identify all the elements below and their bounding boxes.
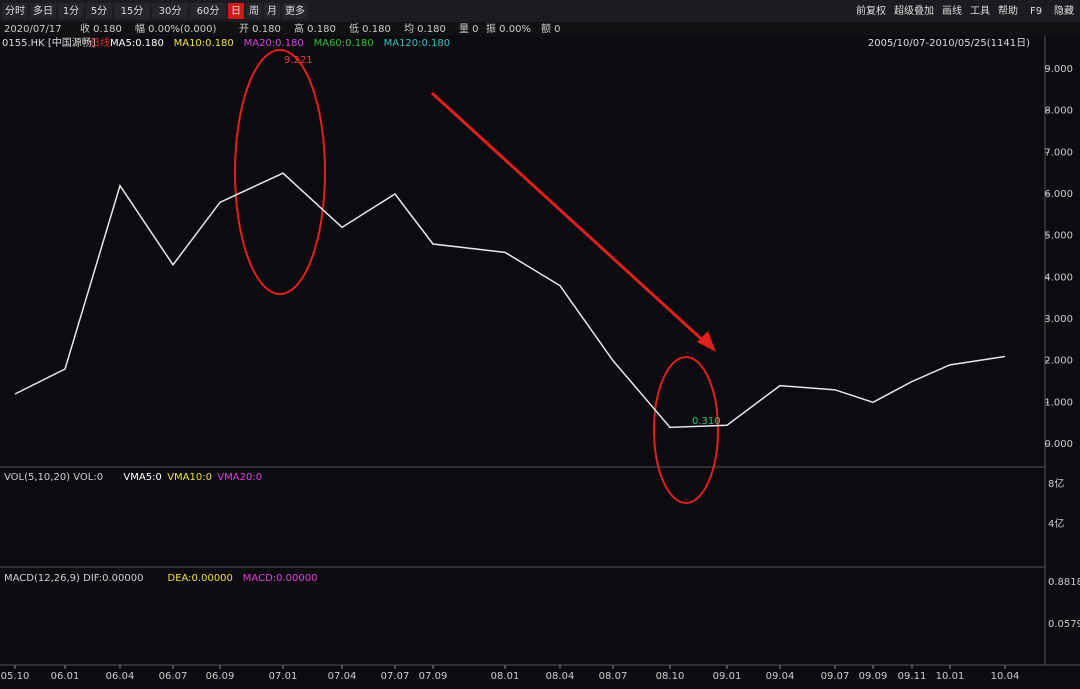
tab-label[interactable]: 多日 xyxy=(33,4,53,17)
x-tick-label: 07.01 xyxy=(269,671,298,682)
y-tick-label: 6.000 xyxy=(1044,189,1073,200)
y-tick-label: 9.000 xyxy=(1044,64,1073,75)
y-tick-label: 7.000 xyxy=(1044,147,1073,158)
info-item: 收 0.180 xyxy=(80,22,122,35)
info-item: 量 0 xyxy=(459,23,479,35)
toolbar-button[interactable]: 超级叠加 xyxy=(894,4,934,17)
trend-arrow xyxy=(430,91,710,347)
ma-legend: MA5:0.180 xyxy=(110,38,164,49)
tab-label[interactable]: 5分 xyxy=(91,5,107,17)
info-item: 振 0.00% xyxy=(486,22,531,35)
price-annotation: 9.221 xyxy=(284,55,313,66)
annotation-circle xyxy=(234,49,326,295)
x-tick-label: 10.04 xyxy=(991,671,1020,682)
macd-legend: MACD:0.00000 xyxy=(243,573,318,584)
volume-legend: VMA10:0 xyxy=(167,472,212,483)
macd-legend: DEA:0.00000 xyxy=(168,573,233,584)
tab[interactable] xyxy=(190,3,226,19)
x-tick-label: 09.07 xyxy=(821,671,850,682)
x-tick-label: 09.09 xyxy=(859,671,888,682)
x-tick-label: 05.10 xyxy=(1,671,30,682)
tab[interactable] xyxy=(282,3,308,19)
y-tick-label: 2.000 xyxy=(1044,356,1073,367)
tab-label[interactable]: 月 xyxy=(267,5,277,17)
tab-label[interactable]: 更多 xyxy=(285,4,305,17)
x-tick-label: 07.09 xyxy=(419,671,448,682)
x-tick-label: 07.04 xyxy=(328,671,357,682)
tab[interactable] xyxy=(228,3,244,19)
info-item: 幅 0.00%(0.000) xyxy=(135,22,216,35)
ma-legend: MA120:0.180 xyxy=(384,38,451,49)
macd-legend: MACD(12,26,9) DIF:0.00000 xyxy=(4,573,143,584)
volume-legend: VMA5:0 xyxy=(123,472,161,483)
x-tick-label: 06.09 xyxy=(206,671,235,682)
y-tick-label: 3.000 xyxy=(1044,314,1073,325)
info-item: 2020/07/17 xyxy=(4,24,62,35)
x-tick-label: 09.04 xyxy=(766,671,795,682)
toolbar-button[interactable]: 画线 xyxy=(942,4,962,17)
info-item: 开 0.180 xyxy=(239,24,281,35)
toolbar-button[interactable]: 隐藏 xyxy=(1054,5,1074,17)
info-item: 额 0 xyxy=(541,22,561,35)
macd-tick: 0.88183 xyxy=(1048,577,1080,588)
x-tick-label: 06.07 xyxy=(159,671,188,682)
info-bg xyxy=(0,22,1080,36)
toolbar-button[interactable]: F9 xyxy=(1030,6,1042,17)
tab[interactable] xyxy=(86,3,112,19)
x-tick-label: 07.07 xyxy=(381,671,410,682)
x-tick-label: 08.10 xyxy=(656,671,685,682)
y-tick-label: 4.000 xyxy=(1044,272,1073,283)
y-tick-label: 8.000 xyxy=(1044,106,1073,117)
toolbar-button[interactable]: 前复权 xyxy=(856,4,886,17)
info-item: 低 0.180 xyxy=(349,22,391,35)
tab-label[interactable]: 周 xyxy=(249,5,259,17)
period: 日线 xyxy=(90,36,110,49)
tab[interactable] xyxy=(30,3,56,19)
date-range: 2005/10/07-2010/05/25(1141日) xyxy=(868,38,1030,49)
x-tick-label: 09.11 xyxy=(898,671,927,682)
tab[interactable] xyxy=(2,3,28,19)
x-tick-label: 06.01 xyxy=(51,671,80,682)
y-tick-label: 1.000 xyxy=(1044,397,1073,408)
ma-legend: MA10:0.180 xyxy=(174,38,234,49)
x-tick-label: 09.01 xyxy=(713,671,742,682)
tab-label[interactable]: 15分 xyxy=(121,5,144,17)
toolbar-button[interactable]: 工具 xyxy=(970,5,990,17)
arrow-head xyxy=(697,331,716,352)
toolbar-button[interactable]: 帮助 xyxy=(998,4,1018,17)
x-tick-label: 06.04 xyxy=(106,671,135,682)
volume-legend: VOL(5,10,20) VOL:0 xyxy=(4,472,103,483)
macd-tick: 0.05795 xyxy=(1048,619,1080,630)
tab[interactable] xyxy=(114,3,150,19)
ma-legend: MA20:0.180 xyxy=(244,38,304,49)
tab-label[interactable]: 日 xyxy=(231,6,241,17)
tab[interactable] xyxy=(152,3,188,19)
price-line xyxy=(14,172,1006,429)
info-item: 均 0.180 xyxy=(404,23,446,35)
x-tick-label: 08.07 xyxy=(599,671,628,682)
ma-legend: MA60:0.180 xyxy=(314,38,374,49)
y-tick-label: 5.000 xyxy=(1044,231,1073,242)
tab-label[interactable]: 60分 xyxy=(197,5,220,17)
tab-label[interactable]: 30分 xyxy=(159,5,182,17)
price-annotation: 0.310 xyxy=(692,416,721,427)
annotation-circle xyxy=(653,356,719,504)
x-tick-label: 08.01 xyxy=(491,671,520,682)
volume-tick: 4亿 xyxy=(1048,517,1064,530)
stock-code: 0155.HK [中国源畅] xyxy=(2,36,96,49)
tab[interactable] xyxy=(58,3,84,19)
tab[interactable] xyxy=(246,3,262,19)
x-tick-label: 08.04 xyxy=(546,671,575,682)
info-item: 高 0.180 xyxy=(294,22,336,35)
y-tick-label: 0.000 xyxy=(1044,439,1073,450)
tab-label[interactable]: 1分 xyxy=(63,5,79,17)
volume-tick: 8亿 xyxy=(1048,477,1064,490)
tab[interactable] xyxy=(264,3,280,19)
x-tick-label: 10.01 xyxy=(936,671,965,682)
volume-legend: VMA20:0 xyxy=(217,472,262,483)
tab-label[interactable]: 分时 xyxy=(5,5,25,17)
